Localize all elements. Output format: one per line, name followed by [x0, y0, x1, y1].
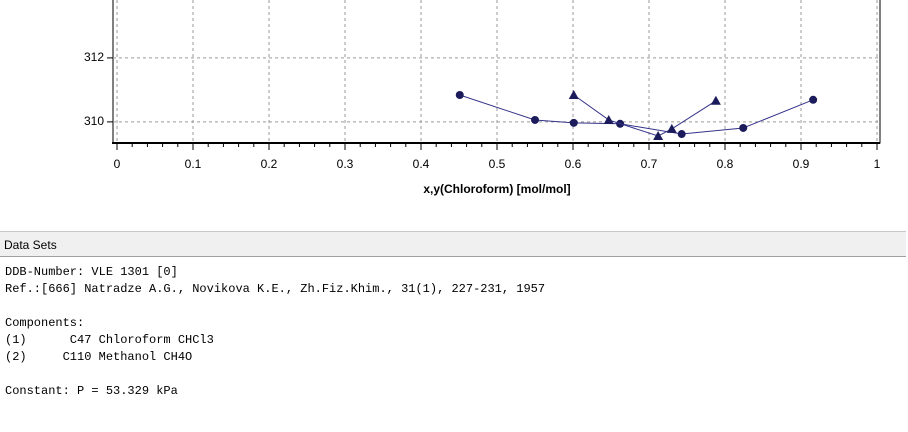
x-tick-label: 0 — [114, 157, 121, 171]
data-point — [653, 130, 664, 140]
x-tick-label: 0.4 — [413, 157, 430, 171]
data-point — [603, 114, 614, 124]
x-tick-label: 0.1 — [185, 157, 202, 171]
x-tick-label: 0.2 — [261, 157, 278, 171]
text-line: Constant: P = 53.329 kPa — [5, 384, 178, 398]
text-line: Components: — [5, 316, 85, 330]
text-line: (2) C110 Methanol CH4O — [5, 350, 193, 364]
data-set-text: DDB-Number: VLE 1301 [0] Ref.:[666] Natr… — [0, 262, 906, 432]
text-line: Ref.:[666] Natradze A.G., Novikova K.E.,… — [5, 282, 546, 296]
x-tick-label: 0.3 — [337, 157, 354, 171]
x-tick-label: 0.7 — [641, 157, 658, 171]
data-point — [666, 123, 677, 133]
panel-header: Data Sets — [0, 231, 906, 257]
data-point — [710, 95, 721, 105]
data-point — [455, 91, 464, 100]
plot-area — [112, 0, 881, 144]
x-tick-label: 0.8 — [717, 157, 734, 171]
data-point — [809, 95, 818, 104]
y-tick-label: 312 — [84, 50, 104, 64]
x-tick-label: 0.6 — [565, 157, 582, 171]
x-axis-title: x,y(Chloroform) [mol/mol] — [423, 182, 570, 196]
data-point — [677, 130, 686, 139]
text-line: DDB-Number: VLE 1301 [0] — [5, 265, 178, 279]
data-point — [739, 123, 748, 132]
chart: x,y(Chloroform) [mol/mol] 0 0.1 0.2 0.3 0.4 0… — [84, 0, 881, 196]
x-tick-label: 0.5 — [489, 157, 506, 171]
data-point — [569, 118, 578, 127]
x-tick-label: 1 — [874, 157, 881, 171]
x-tick-label: 0.9 — [793, 157, 810, 171]
text-line: (1) C47 Chloroform CHCl3 — [5, 333, 214, 347]
data-point — [568, 90, 579, 100]
y-tick-label: 310 — [84, 114, 104, 128]
data-point — [531, 115, 539, 124]
